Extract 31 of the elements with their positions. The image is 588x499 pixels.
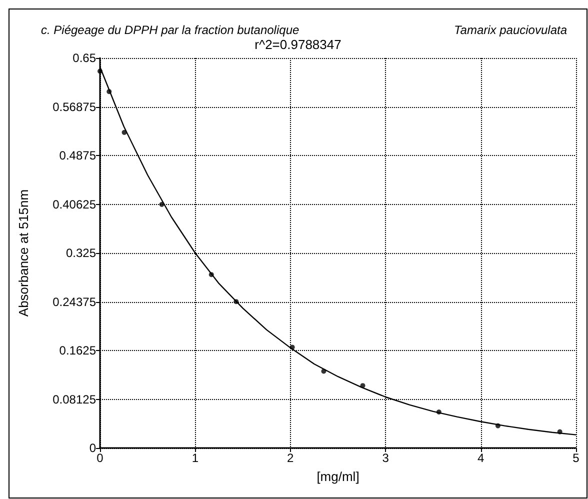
chart-subtitle: Tamarix pauciovulata	[454, 23, 568, 37]
point	[360, 383, 366, 388]
point	[290, 344, 295, 350]
chart-title: c. Piégeage du DPPH par la fraction butanolique	[41, 23, 300, 37]
y-tick-label: 0.1625	[59, 344, 96, 358]
y-tick-label: 0	[89, 441, 96, 455]
y-tick-label: 0.65	[72, 51, 96, 65]
point	[106, 89, 112, 94]
y-tick-label: 0.08125	[52, 392, 96, 406]
y-axis-title: Absorbance at 515nm	[16, 189, 31, 317]
x-tick-label: 1	[192, 451, 199, 465]
x-tick-label: 3	[382, 451, 390, 465]
point	[234, 299, 239, 304]
text: r^2=0.9788347	[254, 37, 342, 52]
x-tick-label: 4	[477, 451, 484, 465]
y-tick-label: 0.24375	[52, 294, 96, 309]
point	[159, 202, 164, 207]
point	[98, 68, 102, 74]
x-axis-title: [mg/ml]	[316, 469, 360, 484]
x-tick-label: 2	[287, 451, 294, 465]
x-tick-label: 5	[572, 451, 580, 465]
y-tick-label: 0.4875	[59, 148, 96, 162]
point	[208, 272, 214, 278]
y-tick-label: 0.325	[66, 246, 96, 260]
point	[321, 368, 326, 374]
point	[495, 423, 500, 428]
point	[557, 429, 562, 434]
y-tick-label: 0.56875	[52, 100, 96, 114]
y-tick-label: 0.40625	[52, 197, 96, 212]
point	[436, 410, 442, 414]
point	[122, 130, 127, 135]
